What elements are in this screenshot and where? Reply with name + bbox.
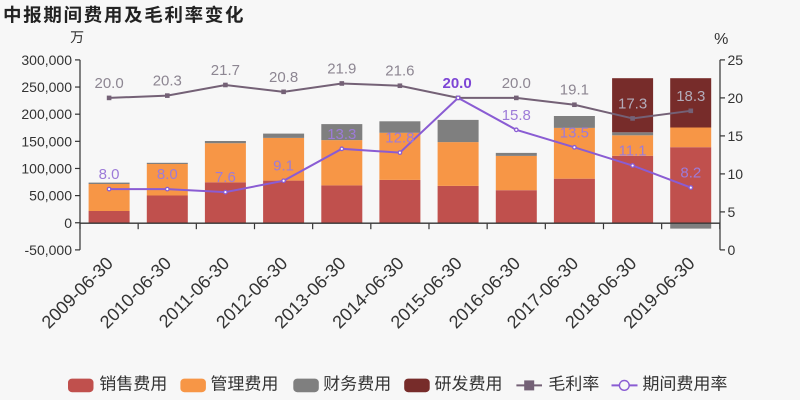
svg-text:7.6: 7.6 [215, 169, 236, 186]
svg-text:8.0: 8.0 [157, 166, 178, 183]
svg-text:12.8: 12.8 [385, 130, 414, 147]
svg-text:15.8: 15.8 [502, 107, 531, 124]
svg-text:200,000: 200,000 [21, 106, 72, 122]
svg-text:25: 25 [728, 52, 744, 68]
svg-text:0: 0 [728, 242, 736, 258]
svg-text:-50,000: -50,000 [25, 242, 73, 258]
svg-text:20.0: 20.0 [442, 75, 471, 92]
svg-text:13.3: 13.3 [327, 126, 356, 143]
svg-text:10: 10 [728, 166, 744, 182]
svg-text:20.0: 20.0 [502, 75, 531, 92]
svg-text:19.1: 19.1 [560, 82, 589, 99]
svg-text:20.8: 20.8 [269, 69, 298, 86]
svg-text:300,000: 300,000 [21, 52, 72, 68]
svg-text:100,000: 100,000 [21, 161, 72, 177]
svg-text:20: 20 [728, 90, 744, 106]
svg-text:21.9: 21.9 [327, 61, 356, 78]
svg-text:8.2: 8.2 [680, 165, 701, 182]
svg-text:%: % [714, 31, 728, 48]
svg-text:8.0: 8.0 [99, 166, 120, 183]
svg-text:21.6: 21.6 [385, 63, 414, 80]
svg-text:150,000: 150,000 [21, 133, 72, 149]
svg-text:11.1: 11.1 [619, 143, 647, 160]
svg-text:17.3: 17.3 [618, 95, 647, 112]
svg-text:18.3: 18.3 [676, 88, 705, 105]
svg-text:21.7: 21.7 [211, 62, 240, 79]
svg-text:50,000: 50,000 [29, 188, 72, 204]
svg-text:13.5: 13.5 [560, 124, 589, 141]
svg-text:250,000: 250,000 [21, 79, 72, 95]
svg-text:9.1: 9.1 [273, 158, 294, 175]
svg-text:0: 0 [64, 215, 72, 231]
svg-text:5: 5 [728, 204, 736, 220]
svg-text:15: 15 [728, 128, 744, 144]
svg-text:20.0: 20.0 [94, 75, 123, 92]
svg-text:20.3: 20.3 [153, 73, 182, 90]
